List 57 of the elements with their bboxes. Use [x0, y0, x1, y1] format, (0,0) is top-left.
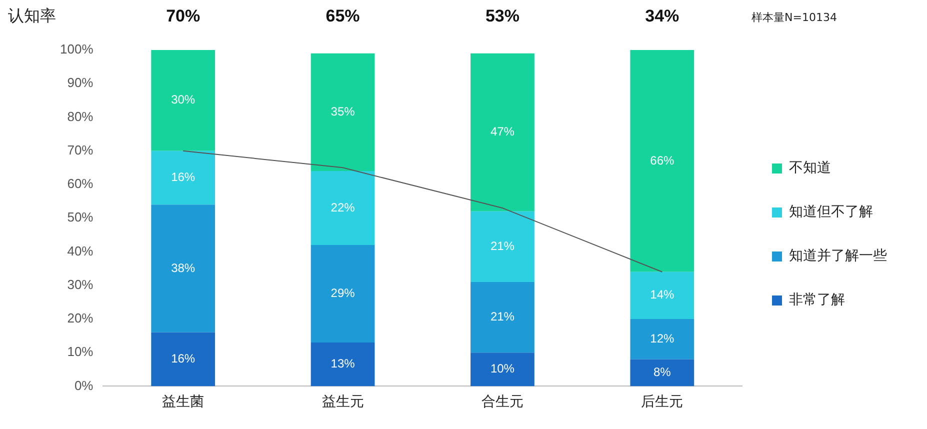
data-label: 29%	[330, 286, 356, 300]
text: 样本量N=10134	[752, 10, 837, 25]
bar	[470, 211, 534, 282]
data-label: 53%	[485, 6, 520, 26]
bar	[310, 342, 375, 386]
data-label: 22%	[330, 200, 356, 214]
data-label: 14%	[650, 288, 674, 302]
x-tick-label: 合生元	[481, 394, 524, 410]
bar	[310, 171, 375, 245]
data-label: 70%	[166, 6, 200, 26]
legend-label: 知道但不了解	[789, 204, 873, 220]
y-tick-label: 90%	[67, 75, 94, 90]
data-label: 8%	[653, 365, 672, 380]
bar	[151, 204, 216, 332]
y-tick-label: 80%	[67, 108, 94, 124]
y-tick-label: 100%	[60, 42, 94, 57]
bar	[630, 272, 694, 319]
data-label: 21%	[490, 310, 515, 324]
y-tick-label: 20%	[67, 310, 94, 326]
x-tick-label: 后生元	[641, 394, 684, 410]
bar	[151, 50, 216, 151]
bar	[470, 282, 534, 353]
data-label: 12%	[650, 331, 674, 346]
data-label: 21%	[490, 238, 515, 253]
legend-label: 知道并了解一些	[789, 248, 887, 264]
y-tick-label: 0%	[74, 378, 94, 393]
data-label: 16%	[171, 352, 196, 366]
x-tick-label: 益生菌	[162, 394, 204, 410]
bar	[310, 244, 375, 342]
y-tick-label: 10%	[67, 344, 94, 360]
text: 认知率	[8, 6, 56, 27]
legend-label: 不知道	[789, 160, 831, 176]
data-label: 10%	[490, 362, 515, 376]
bar	[151, 150, 216, 205]
y-tick-label: 50%	[67, 210, 94, 225]
data-label: 38%	[171, 260, 196, 275]
bar	[310, 53, 375, 172]
data-label: 16%	[171, 170, 196, 184]
data-label: 13%	[330, 356, 356, 371]
bar	[470, 352, 534, 386]
data-label: 34%	[645, 6, 680, 26]
data-label: 65%	[326, 6, 360, 26]
bar	[630, 318, 694, 360]
y-tick-label: 30%	[67, 276, 94, 292]
data-label: 30%	[171, 92, 196, 107]
bar	[630, 359, 694, 386]
data-label: 35%	[330, 104, 356, 119]
bar	[630, 50, 694, 272]
y-tick-label: 60%	[67, 176, 94, 192]
legend-label: 非常了解	[789, 292, 845, 308]
x-tick-label: 益生元	[322, 394, 364, 410]
data-label: 66%	[650, 153, 674, 168]
y-tick-label: 70%	[67, 142, 94, 158]
data-label: 47%	[490, 124, 515, 139]
bar	[151, 332, 216, 386]
bar	[470, 53, 534, 212]
y-tick-label: 40%	[67, 243, 94, 258]
